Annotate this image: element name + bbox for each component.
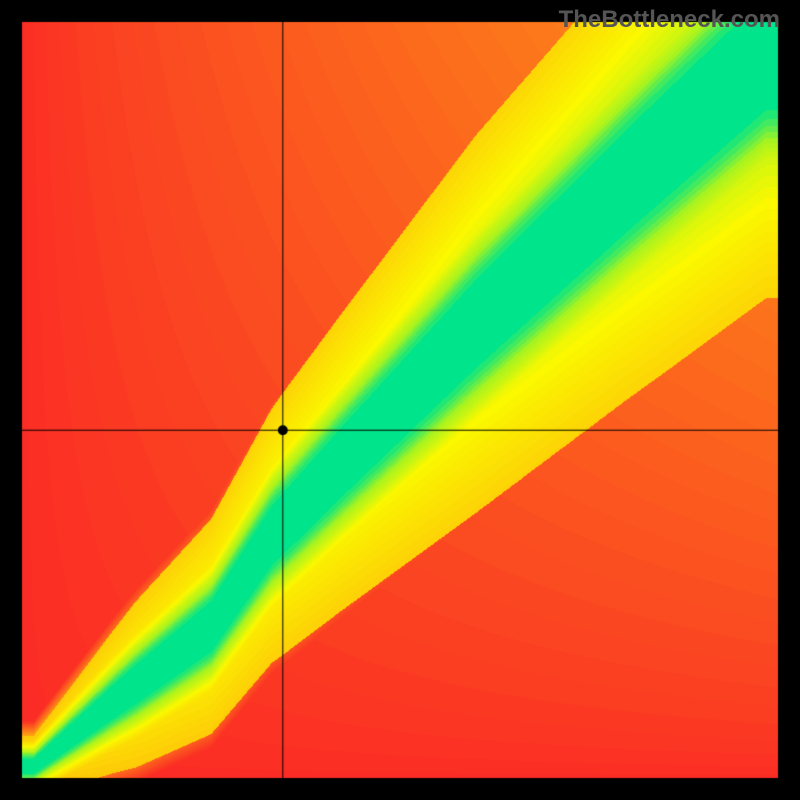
watermark-text: TheBottleneck.com: [559, 6, 780, 34]
bottleneck-heatmap: [0, 0, 800, 800]
